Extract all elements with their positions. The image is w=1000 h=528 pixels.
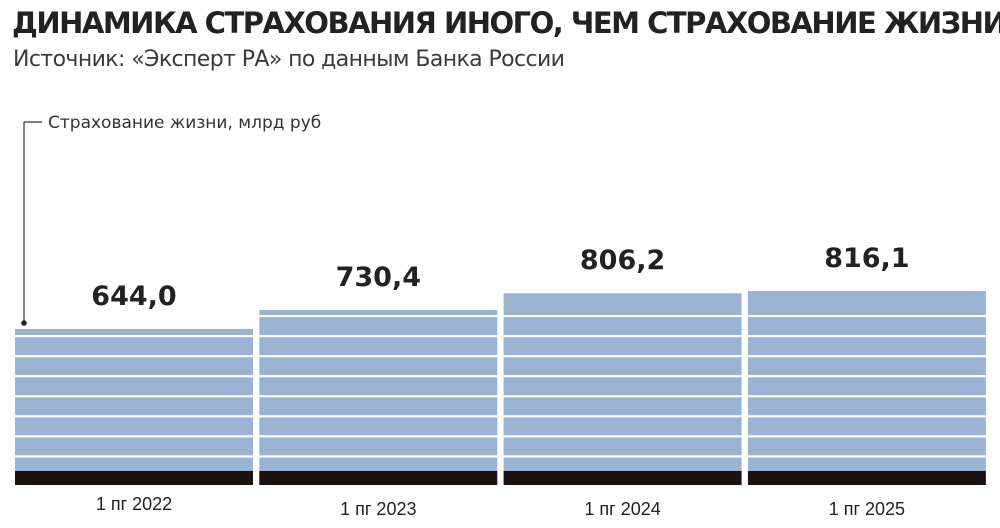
chart-title: ДИНАМИКА СТРАХОВАНИЯ ИНОГО, ЧЕМ СТРАХОВА… bbox=[12, 6, 1000, 40]
bar bbox=[259, 309, 498, 471]
category-label: 1 пг 2024 bbox=[584, 499, 660, 519]
bar-stripe bbox=[503, 314, 742, 318]
bar bbox=[747, 291, 986, 471]
bar-stripe bbox=[747, 314, 986, 318]
annotation: Страхование жизни, млрд руб bbox=[21, 113, 321, 326]
bar-stripe bbox=[259, 335, 498, 338]
category-label: 1 пг 2025 bbox=[829, 499, 905, 519]
bar-base bbox=[259, 471, 498, 485]
bar bbox=[503, 293, 742, 471]
value-label: 806,2 bbox=[580, 245, 665, 276]
bar-stripe bbox=[15, 435, 253, 438]
bar-stripe bbox=[15, 355, 253, 358]
bar-stripe bbox=[747, 375, 986, 378]
bar-stripe bbox=[503, 335, 742, 338]
bar-stripe bbox=[259, 415, 498, 418]
bar-stripe bbox=[747, 435, 986, 438]
value-label: 730,4 bbox=[336, 262, 421, 293]
bar-stripe bbox=[259, 455, 498, 458]
bar-stripe bbox=[503, 435, 742, 438]
bar-stripe bbox=[259, 435, 498, 438]
bar-stripe bbox=[503, 455, 742, 458]
bar-stripe bbox=[259, 395, 498, 398]
bar-stripe bbox=[15, 395, 253, 398]
bar-stripe bbox=[259, 375, 498, 378]
value-label: 816,1 bbox=[824, 243, 909, 274]
bar-stripe bbox=[747, 395, 986, 398]
annotation-label: Страхование жизни, млрд руб bbox=[48, 113, 321, 133]
bar-stripe bbox=[503, 395, 742, 398]
value-label: 644,0 bbox=[91, 281, 176, 312]
bar-base bbox=[15, 471, 253, 485]
bar-stripe bbox=[503, 415, 742, 418]
category-label: 1 пг 2022 bbox=[96, 494, 172, 514]
bar-stripe bbox=[747, 415, 986, 418]
category-label: 1 пг 2023 bbox=[340, 499, 416, 519]
bar-base bbox=[503, 471, 742, 485]
bar-stripe bbox=[15, 415, 253, 418]
annotation-dot bbox=[21, 320, 27, 326]
bar-stripe bbox=[15, 335, 253, 338]
bar-stripe bbox=[747, 355, 986, 358]
bar bbox=[15, 329, 253, 471]
bar-stripe bbox=[15, 455, 253, 458]
chart-subtitle: Источник: «Эксперт РА» по данным Банка Р… bbox=[13, 47, 565, 72]
bar-stripe bbox=[503, 375, 742, 378]
bar-base bbox=[747, 471, 986, 485]
bar-stripe bbox=[259, 355, 498, 358]
bar-stripe bbox=[503, 355, 742, 358]
bar-stripe bbox=[747, 335, 986, 338]
bar-stripe bbox=[15, 375, 253, 378]
bars-group: 644,0 1 пг 2022 730,4 1 пг 2023 806,2 1 пг 20… bbox=[15, 243, 986, 519]
bar-stripe bbox=[259, 314, 498, 318]
bar-stripe bbox=[747, 455, 986, 458]
